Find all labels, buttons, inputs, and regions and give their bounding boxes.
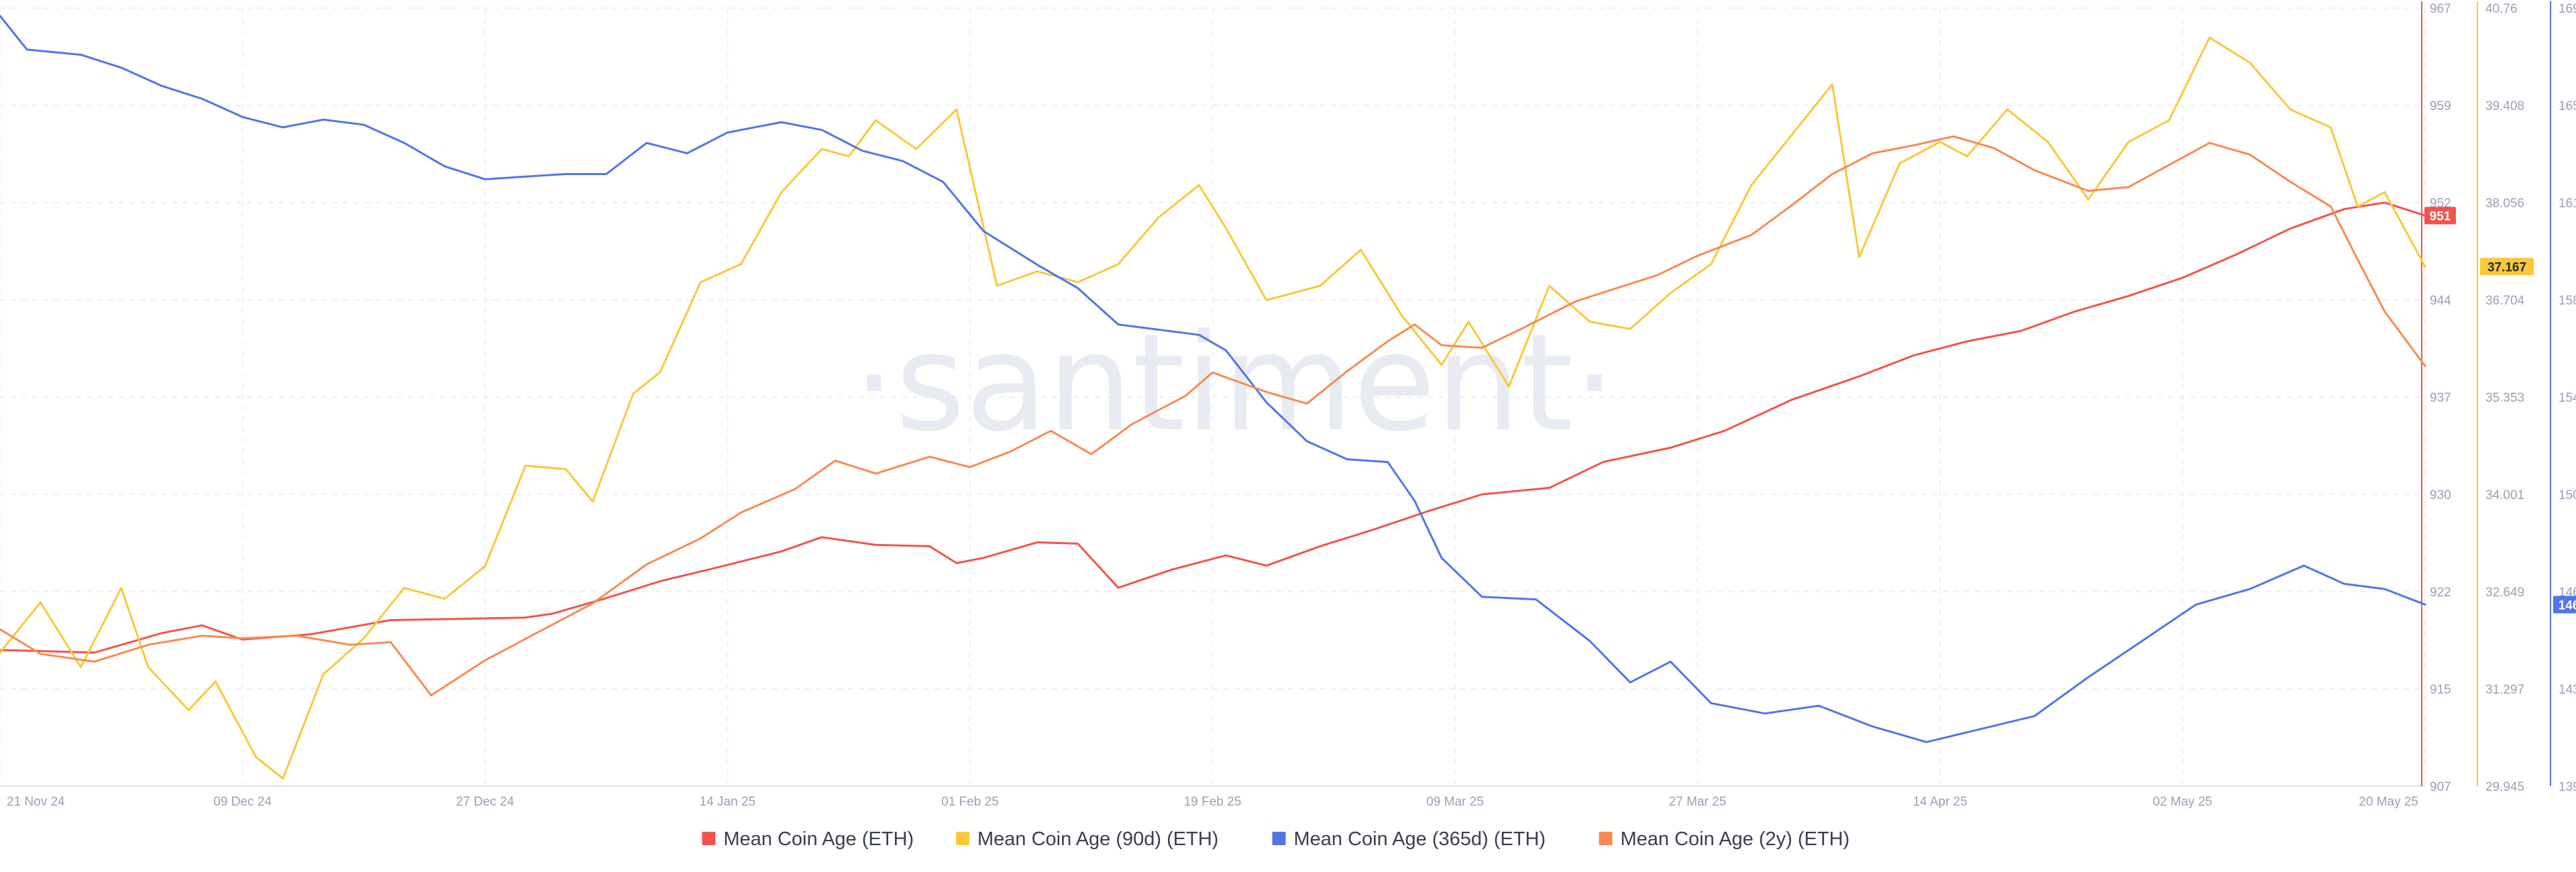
y-tick-label-a3: 158 — [2559, 294, 2576, 308]
series-line-1 — [0, 201, 2426, 654]
axes: 21 Nov 24 09 Dec 24 27 Dec 24 14 Jan 25 01 F… — [7, 1, 2576, 809]
y-tick-label-a1: 930 — [2430, 488, 2451, 502]
y-tick-label-a1: 967 — [2430, 2, 2451, 16]
x-tick-label: 02 May 25 — [2153, 795, 2212, 809]
legend-swatch-2 — [956, 832, 969, 845]
y-tick-label-a3: 165 — [2559, 99, 2576, 113]
last-value-badge-a1 — [2424, 207, 2456, 225]
y-tick-label-a2: 32.649 — [2485, 586, 2524, 600]
watermark: ·santiment· — [853, 305, 1616, 461]
y-tick-label-a1: 937 — [2430, 391, 2451, 405]
series-line-4 — [0, 135, 2426, 697]
y-tick-label-a2: 31.297 — [2485, 683, 2524, 697]
x-tick-label: 14 Jan 25 — [700, 795, 755, 809]
y-tick-label-a1: 907 — [2430, 780, 2451, 794]
legend-swatch-4 — [1599, 832, 1613, 845]
y-tick-label-a3: 154 — [2559, 391, 2576, 405]
y-tick-label-a2: 38.056 — [2485, 197, 2524, 211]
grid — [0, 7, 2426, 787]
legend-label-1: Mean Coin Age (ETH) — [724, 828, 914, 850]
legend-swatch-1 — [702, 832, 716, 845]
y-tick-label-a2: 40.76 — [2485, 2, 2518, 16]
y-tick-label-a1: 959 — [2430, 99, 2451, 113]
y-tick-label-a3: 169 — [2559, 2, 2576, 16]
legend-label-2: Mean Coin Age (90d) (ETH) — [977, 828, 1218, 850]
last-value-text-a2: 37.167 — [2487, 260, 2526, 274]
legend-swatch-3 — [1272, 832, 1286, 845]
y-tick-label-a1: 944 — [2430, 294, 2451, 308]
x-tick-label: 09 Dec 24 — [213, 795, 272, 809]
y-tick-label-a1: 915 — [2430, 683, 2451, 697]
x-tick-label: 01 Feb 25 — [941, 795, 999, 809]
y-tick-label-a3: 150 — [2559, 488, 2576, 502]
last-value-text-a1: 951 — [2430, 209, 2451, 223]
legend-label-4: Mean Coin Age (2y) (ETH) — [1621, 828, 1850, 850]
y-tick-label-a2: 35.353 — [2485, 391, 2524, 405]
last-value-text-a3: 146 — [2559, 598, 2576, 612]
y-tick-label-a3: 161 — [2559, 197, 2576, 211]
y-tick-label-a2: 29.945 — [2485, 780, 2524, 794]
y-tick-label-a3: 139 — [2559, 780, 2576, 794]
x-tick-label: 14 Apr 25 — [1913, 795, 1967, 809]
legend: Mean Coin Age (ETH) Mean Coin Age (90d) (… — [702, 828, 1850, 850]
last-value-badge-a3 — [2553, 596, 2576, 614]
legend-label-3: Mean Coin Age (365d) (ETH) — [1294, 828, 1546, 850]
last-value-badge-a2 — [2480, 258, 2534, 276]
x-tick-label: 27 Mar 25 — [1669, 795, 1727, 809]
y-tick-label-a1: 922 — [2430, 586, 2451, 600]
x-tick-label: 19 Feb 25 — [1184, 795, 1242, 809]
series-line-3 — [0, 15, 2426, 743]
x-tick-label: 21 Nov 24 — [7, 795, 65, 809]
x-tick-label: 27 Dec 24 — [456, 795, 515, 809]
y-tick-label-a2: 39.408 — [2485, 99, 2524, 113]
x-tick-label: 09 Mar 25 — [1426, 795, 1484, 809]
last-value-badges: 951 37.167 146 — [2424, 207, 2576, 614]
y-tick-label-a3: 143 — [2559, 683, 2576, 697]
x-tick-label: 20 May 25 — [2359, 795, 2418, 809]
y-tick-label-a2: 34.001 — [2485, 488, 2524, 502]
y-tick-label-a2: 36.704 — [2485, 294, 2525, 308]
series-lines — [0, 15, 2426, 780]
series-line-2 — [0, 36, 2426, 780]
